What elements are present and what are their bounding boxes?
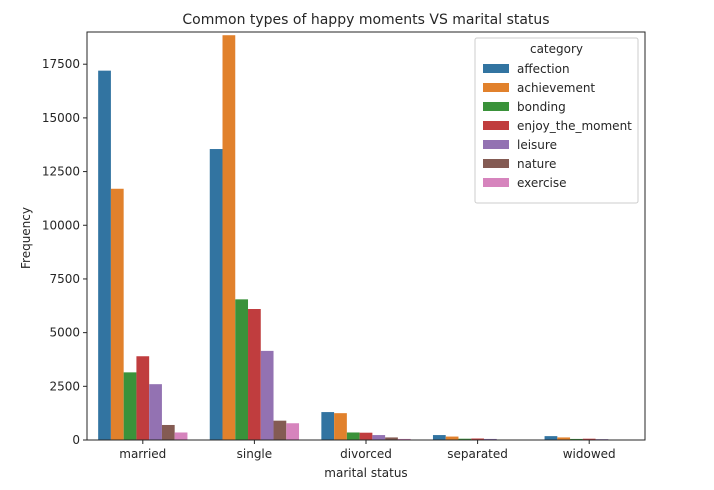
- bar-achievement-separated: [445, 436, 459, 440]
- legend-label-exercise: exercise: [517, 176, 567, 190]
- bar-achievement-widowed: [557, 437, 571, 440]
- legend-title: category: [530, 42, 583, 56]
- bar-bonding-single: [235, 299, 249, 440]
- legend-box: [474, 37, 639, 204]
- bar-leisure-divorced: [372, 435, 386, 440]
- legend: category affection achievement bonding enjoy…: [474, 37, 639, 204]
- x-axis-label: marital status: [324, 466, 407, 480]
- y-tick-label: 2500: [49, 379, 80, 393]
- bar-achievement-married: [110, 188, 124, 440]
- y-axis: 0 2500 5000 7500 10000 12500 15000 17500: [42, 57, 87, 447]
- bar-bonding-widowed: [570, 438, 583, 440]
- legend-swatch-leisure: [483, 140, 509, 149]
- chart-title: Common types of happy moments VS marital…: [182, 12, 549, 28]
- legend-swatch-enjoy_the_moment: [483, 121, 509, 130]
- bar-affection-married: [98, 70, 111, 441]
- bar-enjoy_the_moment-married: [136, 356, 150, 440]
- bar-achievement-divorced: [334, 413, 347, 440]
- legend-swatch-bonding: [483, 102, 509, 111]
- x-axis: married single divorced separated widowed: [119, 440, 616, 461]
- y-tick-label: 15000: [42, 111, 80, 125]
- bar-nature-single: [273, 420, 287, 440]
- bar-affection-single: [209, 149, 223, 440]
- x-tick-label: single: [237, 447, 273, 461]
- bar-affection-separated: [432, 435, 446, 440]
- x-tick-label: divorced: [340, 447, 392, 461]
- legend-swatch-exercise: [483, 178, 509, 187]
- bar-exercise-single: [286, 423, 300, 440]
- bar-nature-married: [161, 424, 175, 440]
- y-tick-label: 10000: [42, 218, 80, 232]
- y-tick-label: 7500: [49, 272, 80, 286]
- bar-affection-widowed: [544, 436, 558, 440]
- x-tick-label: widowed: [563, 447, 616, 461]
- bar-bonding-separated: [458, 438, 472, 440]
- bar-leisure-separated: [483, 438, 497, 440]
- x-tick-label: separated: [447, 447, 508, 461]
- y-axis-label: Frequency: [19, 207, 33, 269]
- legend-label-nature: nature: [517, 157, 556, 171]
- y-tick-label: 12500: [42, 165, 80, 179]
- legend-swatch-achievement: [483, 83, 509, 92]
- bar-bonding-married: [123, 372, 137, 440]
- bar-bonding-divorced: [346, 432, 360, 440]
- bar-leisure-married: [149, 384, 162, 440]
- legend-swatch-affection: [483, 64, 509, 73]
- legend-label-enjoy_the_moment: enjoy_the_moment: [517, 119, 632, 133]
- y-tick-label: 5000: [49, 326, 80, 340]
- y-tick-label: 17500: [42, 57, 80, 71]
- bar-nature-divorced: [385, 437, 398, 440]
- y-tick-label: 0: [72, 433, 80, 447]
- bar-enjoy_the_moment-widowed: [582, 438, 596, 440]
- bar-achievement-single: [222, 35, 236, 440]
- legend-label-achievement: achievement: [517, 81, 595, 95]
- plot-area: [86, 31, 646, 441]
- bar-exercise-married: [174, 432, 188, 440]
- bar-affection-divorced: [321, 412, 335, 440]
- legend-label-affection: affection: [517, 62, 570, 76]
- legend-label-leisure: leisure: [517, 138, 557, 152]
- bar-enjoy_the_moment-separated: [471, 438, 484, 440]
- bar-enjoy_the_moment-single: [248, 309, 261, 440]
- bar-leisure-single: [260, 350, 274, 440]
- legend-swatch-nature: [483, 159, 509, 168]
- bar-enjoy_the_moment-divorced: [359, 432, 373, 440]
- legend-label-bonding: bonding: [517, 100, 566, 114]
- x-tick-label: married: [119, 447, 166, 461]
- bar-exercise-divorced: [397, 438, 411, 440]
